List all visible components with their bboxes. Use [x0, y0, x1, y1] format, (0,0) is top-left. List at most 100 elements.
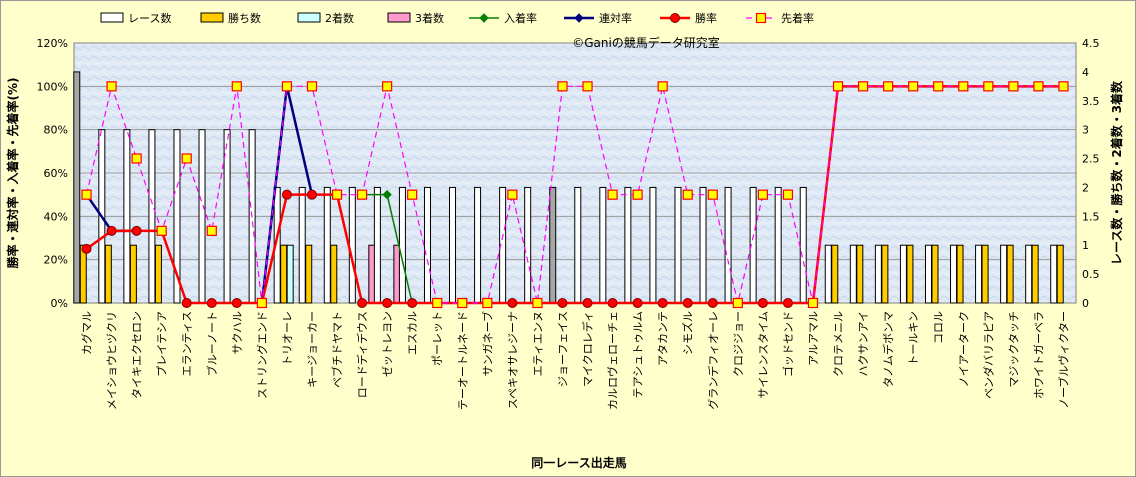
data-point — [106, 81, 117, 92]
legend-marker — [574, 13, 584, 23]
x-tick-label: マジックタッチ — [1007, 311, 1020, 388]
x-tick-label: エティエンヌ — [531, 311, 544, 376]
x-tick-label: エスカル — [406, 311, 419, 355]
bar-races — [1000, 244, 1008, 304]
x-tick-label: クロジジョー — [732, 311, 745, 377]
y-left-tick-label: 0% — [51, 297, 68, 310]
data-point — [682, 298, 693, 308]
bar-wins — [831, 244, 839, 304]
data-point — [432, 297, 443, 309]
data-point — [1033, 81, 1044, 92]
axes: 0% 20% 40% 60% 80% 100% 120% 0 0.5 1 1.5 2 2.5 3 3.5 4 4… — [37, 37, 1100, 410]
x-tick-label: メイショウヒヅクリ — [106, 311, 119, 410]
bar-races — [398, 186, 406, 304]
data-point — [1058, 81, 1069, 92]
x-tick-label: ロードディデウス — [355, 311, 369, 398]
legend-swatch — [200, 12, 224, 23]
x-tick-label: ポーレット — [431, 311, 444, 366]
x-tick-label: ストリングエンド — [255, 311, 269, 399]
data-point — [507, 189, 518, 200]
bar-races — [423, 186, 431, 304]
bar-races — [950, 244, 958, 304]
legend-swatch — [297, 12, 321, 23]
data-point — [156, 225, 167, 236]
series-line — [85, 84, 1064, 304]
data-point — [482, 297, 493, 309]
x-tick-label: アタカンテ — [657, 311, 670, 366]
bar-races — [649, 186, 657, 304]
data-point — [256, 297, 267, 309]
data-point — [131, 225, 142, 236]
x-tick-label: シモズル — [681, 311, 695, 355]
data-point — [281, 189, 292, 200]
bar-races — [298, 186, 306, 304]
legend-label: 入着率 — [504, 11, 537, 25]
data-point — [231, 298, 242, 308]
data-point — [908, 81, 919, 92]
bar-races — [899, 244, 907, 304]
bar-races — [674, 186, 682, 304]
x-tick-label: ゴッドセンド — [781, 311, 795, 377]
data-point — [732, 297, 743, 309]
data-point — [757, 298, 768, 308]
bar-wins — [1006, 244, 1014, 304]
data-point — [81, 243, 92, 254]
bar-wins — [931, 244, 939, 304]
bar-wins — [881, 244, 889, 304]
x-tick-label: クロテメニル — [832, 311, 845, 377]
bar-wins — [1031, 244, 1039, 304]
legend-label: 勝率 — [695, 11, 717, 25]
bars — [73, 71, 1064, 304]
data-point — [106, 225, 117, 236]
legend-label: 2着数 — [325, 11, 354, 25]
bar-races — [824, 244, 832, 304]
data-point — [181, 153, 192, 164]
y-right-tick-label: 3.5 — [1082, 95, 1100, 108]
data-point — [582, 81, 593, 92]
bar-wins — [330, 244, 338, 304]
x-tick-label: サンガネーブ — [480, 311, 494, 376]
x-tick-label: ゼットレヨン — [381, 311, 394, 377]
x-tick-label: カグマル — [80, 311, 94, 355]
watermark: ©Ganiの競馬データ研究室 — [572, 35, 720, 50]
legend-item: レース数 — [100, 12, 171, 25]
data-point — [707, 298, 718, 308]
data-point — [707, 189, 718, 200]
x-tick-label: アルアマル — [807, 311, 820, 366]
bar-wins — [305, 244, 313, 304]
legend-label: 勝ち数 — [228, 11, 261, 25]
bar-races — [574, 186, 582, 304]
data-point — [532, 297, 543, 309]
data-point — [857, 81, 869, 92]
y-left-tick-label: 100% — [37, 80, 68, 93]
x-tick-label: トリオーレ — [281, 311, 294, 366]
data-point — [382, 298, 393, 308]
data-point — [883, 81, 894, 92]
legend-marker — [479, 13, 489, 23]
legend-item: 勝率 — [660, 11, 717, 25]
data-point — [807, 297, 819, 309]
bar-races — [173, 129, 181, 304]
y-right-tick-label: 0 — [1082, 297, 1089, 310]
bar-races — [724, 186, 732, 304]
data-point — [682, 189, 693, 200]
bar-races — [348, 186, 356, 304]
y-right-tick-label: 4.5 — [1082, 37, 1100, 50]
x-tick-label: ハクサンアイ — [857, 311, 870, 376]
data-point — [1008, 81, 1019, 92]
legend-swatch — [100, 12, 124, 23]
data-point — [557, 81, 568, 92]
bar-races — [975, 244, 983, 304]
x-tick-label: タイキエクセロン — [131, 311, 144, 399]
data-point — [357, 298, 368, 308]
y-left-tick-label: 60% — [44, 167, 68, 180]
bar-wins — [856, 244, 864, 304]
data-point — [206, 298, 217, 308]
x-tick-label: プレイテシア — [156, 311, 169, 377]
bar-races — [774, 186, 782, 304]
y-right-tick-label: 1 — [1082, 239, 1089, 252]
x-tick-label: キージョーカー — [306, 311, 319, 388]
data-point — [582, 298, 593, 308]
legend-label: レース数 — [128, 12, 171, 25]
data-point — [507, 298, 518, 308]
